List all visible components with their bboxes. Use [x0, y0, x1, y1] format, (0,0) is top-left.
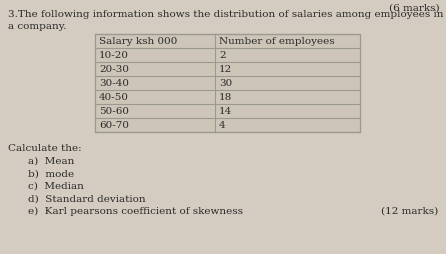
Text: 4: 4 [219, 120, 226, 130]
Text: 50-60: 50-60 [99, 106, 129, 116]
Text: 10-20: 10-20 [99, 51, 129, 59]
Text: 3.The following information shows the distribution of salaries among employees i: 3.The following information shows the di… [8, 10, 443, 19]
Text: 40-50: 40-50 [99, 92, 129, 102]
Text: Number of employees: Number of employees [219, 37, 334, 45]
Text: d)  Standard deviation: d) Standard deviation [28, 195, 146, 203]
Text: Salary ksh 000: Salary ksh 000 [99, 37, 178, 45]
Text: a)  Mean: a) Mean [28, 157, 74, 166]
Text: Calculate the:: Calculate the: [8, 144, 82, 153]
Text: 14: 14 [219, 106, 232, 116]
Text: a company.: a company. [8, 22, 66, 31]
Text: 30-40: 30-40 [99, 78, 129, 87]
Text: 12: 12 [219, 65, 232, 73]
Text: 2: 2 [219, 51, 226, 59]
Text: 20-30: 20-30 [99, 65, 129, 73]
Text: e)  Karl pearsons coefficient of skewness: e) Karl pearsons coefficient of skewness [28, 207, 243, 216]
Text: b)  mode: b) mode [28, 169, 74, 179]
Text: (6 marks): (6 marks) [389, 4, 440, 13]
Text: c)  Median: c) Median [28, 182, 84, 191]
Text: 60-70: 60-70 [99, 120, 129, 130]
Bar [95, 34, 360, 132]
Text: 18: 18 [219, 92, 232, 102]
Text: 30: 30 [219, 78, 232, 87]
Text: (12 marks): (12 marks) [381, 207, 438, 216]
